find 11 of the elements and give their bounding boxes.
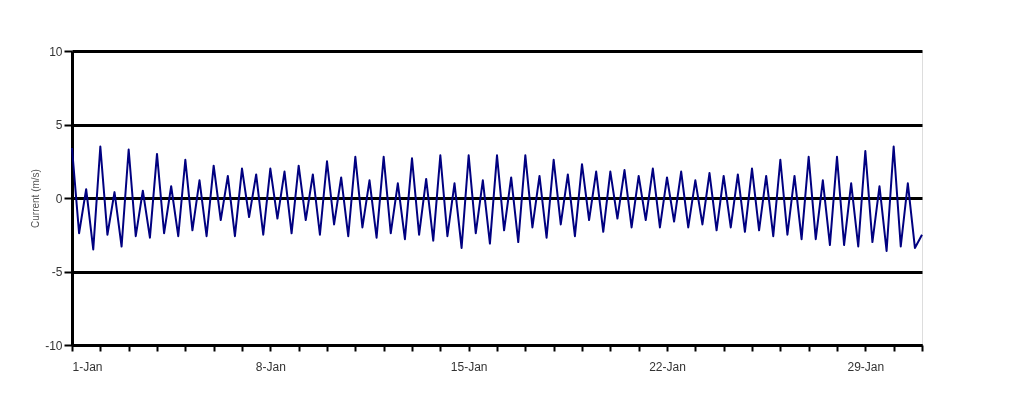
y-axis-title: Current (m/s)	[30, 169, 42, 228]
y-tick-label: 0	[55, 191, 63, 206]
x-tick-label: 15-Jan	[450, 359, 488, 374]
y-tick-label: 5	[55, 118, 63, 132]
y-tick-label: -5	[51, 265, 63, 279]
x-tick-label: 1-Jan	[72, 359, 103, 374]
x-tick-label: 29-Jan	[847, 359, 885, 374]
y-tick-label: 10	[49, 44, 63, 59]
x-tick-label: 22-Jan	[649, 359, 686, 374]
y-tick-label: -10	[45, 338, 63, 353]
x-tick-label: 8-Jan	[255, 359, 286, 374]
